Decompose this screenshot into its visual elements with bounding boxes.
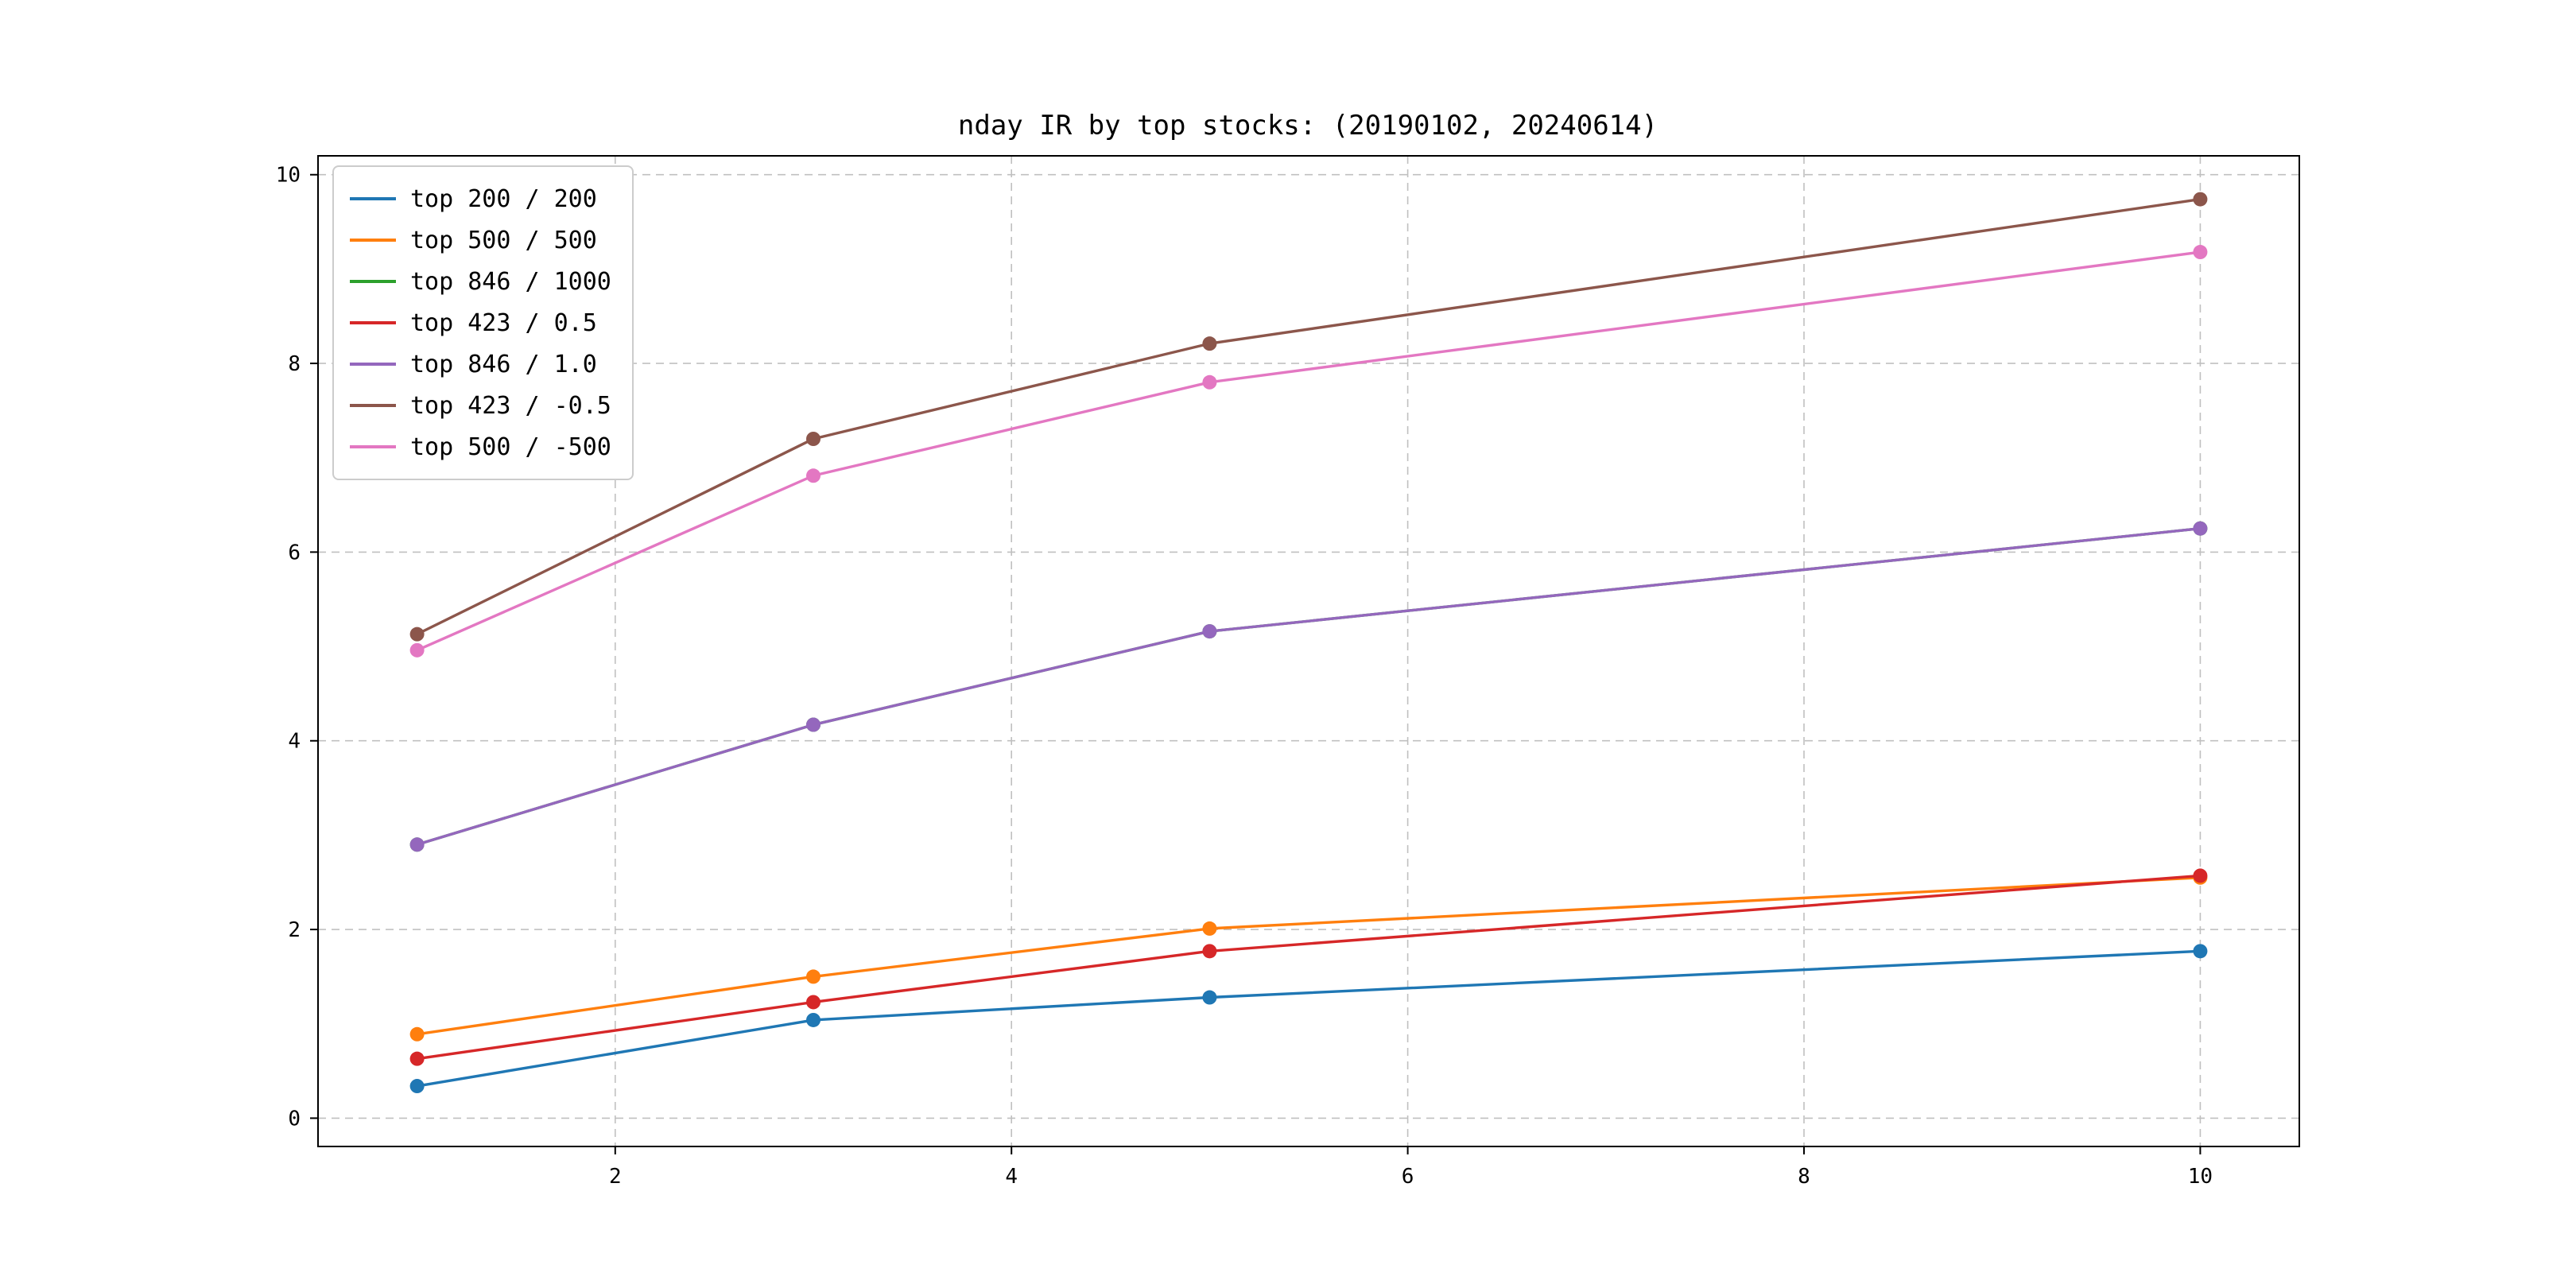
series-line — [415, 197, 2202, 636]
series-marker — [1202, 944, 1217, 959]
legend-item: top 423 / 0.5 — [350, 302, 611, 343]
series-line — [415, 527, 2202, 846]
y-tick-label: 10 — [276, 164, 301, 188]
legend-item: top 200 / 200 — [350, 178, 611, 219]
legend-label: top 846 / 1.0 — [410, 350, 597, 378]
legend-swatch — [350, 280, 396, 283]
series-marker — [1202, 624, 1217, 639]
series-marker — [409, 1079, 425, 1094]
series-marker — [1202, 921, 1217, 936]
x-tick-label: 6 — [1402, 1165, 1414, 1189]
legend-swatch — [350, 239, 396, 242]
series-marker — [1202, 374, 1217, 390]
legend-label: top 500 / -500 — [410, 433, 611, 461]
series-marker — [2193, 944, 2208, 959]
legend-label: top 200 / 200 — [410, 184, 597, 213]
series-marker — [2193, 521, 2208, 536]
legend: top 200 / 200 top 500 / 500 top 846 / 1000… — [332, 165, 634, 480]
series-line — [415, 876, 2202, 1036]
series-marker — [806, 432, 821, 446]
series-marker — [2193, 245, 2208, 260]
series-marker — [1202, 990, 1217, 1005]
legend-swatch — [350, 445, 396, 448]
legend-swatch — [350, 404, 396, 407]
legend-label: top 846 / 1000 — [410, 267, 611, 296]
legend-item: top 500 / -500 — [350, 426, 611, 467]
series-marker — [2193, 868, 2208, 883]
series-marker — [2193, 192, 2208, 207]
legend-item: top 846 / 1.0 — [350, 343, 611, 385]
series-marker — [1202, 336, 1217, 351]
x-tick-label: 4 — [1005, 1165, 1018, 1189]
legend-item: top 846 / 1000 — [350, 261, 611, 302]
legend-item: top 500 / 500 — [350, 219, 611, 261]
series-marker — [806, 1012, 821, 1027]
series-line — [415, 250, 2202, 652]
legend-item: top 423 / -0.5 — [350, 385, 611, 426]
series-marker — [409, 1026, 425, 1042]
x-tick-label: 2 — [609, 1165, 622, 1189]
y-tick-label: 6 — [288, 541, 301, 564]
y-tick-label: 4 — [288, 730, 301, 754]
y-tick-label: 0 — [288, 1107, 301, 1131]
series-line — [415, 874, 2202, 1061]
series-line — [415, 527, 2202, 846]
y-tick-label: 8 — [288, 352, 301, 376]
chart-title: nday IR by top stocks: (20190102, 202406… — [957, 110, 1658, 142]
plot-border — [317, 155, 2300, 1147]
series-marker — [409, 837, 425, 852]
legend-swatch — [350, 197, 396, 200]
series-marker — [409, 627, 425, 642]
legend-swatch — [350, 321, 396, 324]
legend-label: top 423 / -0.5 — [410, 391, 611, 420]
legend-swatch — [350, 363, 396, 366]
series-marker — [806, 995, 821, 1010]
legend-label: top 500 / 500 — [410, 226, 597, 254]
x-tick-label: 8 — [1798, 1165, 1810, 1189]
series-marker — [409, 642, 425, 658]
series-marker — [806, 969, 821, 984]
series-marker — [409, 1051, 425, 1066]
legend-label: top 423 / 0.5 — [410, 308, 597, 337]
y-tick-label: 2 — [288, 918, 301, 942]
x-tick-label: 10 — [2188, 1165, 2213, 1189]
series-marker — [806, 468, 821, 483]
series-marker — [806, 717, 821, 732]
series-line — [415, 949, 2202, 1088]
